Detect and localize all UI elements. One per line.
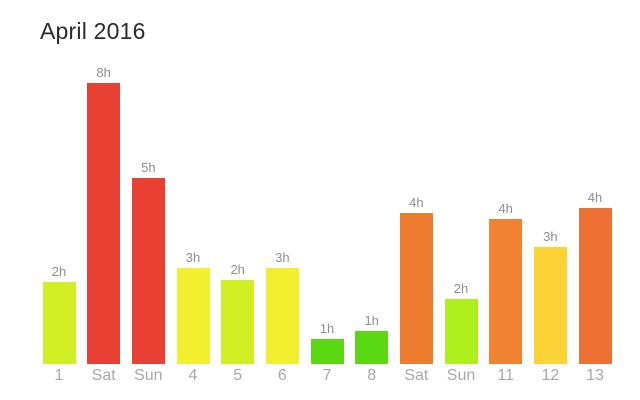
bar[interactable] — [265, 268, 299, 364]
bar[interactable] — [578, 208, 612, 364]
bar-value-label: 8h — [96, 65, 111, 80]
bar[interactable] — [355, 331, 389, 364]
bar[interactable] — [221, 280, 255, 364]
bar-group: 2h 1 — [42, 264, 76, 384]
bar[interactable] — [489, 219, 523, 364]
bar-value-label: 2h — [453, 281, 469, 296]
x-axis-label: 5 — [233, 367, 243, 384]
bar[interactable] — [87, 83, 121, 364]
x-axis-label: 12 — [541, 367, 560, 384]
x-axis-label: 1 — [54, 367, 64, 384]
bar[interactable] — [444, 299, 478, 364]
bar-group: 8h Sat — [87, 65, 121, 384]
bar-value-label: 4h — [498, 201, 513, 216]
x-axis-label: Sun — [446, 367, 476, 384]
bar-value-label: 3h — [275, 250, 290, 265]
x-axis-label: 6 — [277, 367, 287, 384]
bar[interactable] — [176, 268, 210, 364]
x-axis-label: 13 — [586, 367, 604, 384]
bar-value-label: 5h — [141, 160, 156, 175]
bar[interactable] — [533, 247, 567, 364]
bar-group: 4h 11 — [489, 201, 523, 384]
x-axis-label: Sun — [134, 367, 163, 384]
bar-group: 4h Sat — [399, 195, 433, 384]
bar-value-label: 4h — [587, 190, 603, 205]
bar[interactable] — [399, 213, 433, 364]
bar-value-label: 2h — [230, 262, 245, 277]
bar-group: 2h Sun — [444, 281, 478, 384]
chart-title: April 2016 — [40, 18, 146, 44]
x-axis-label: Sat — [404, 367, 429, 384]
bar-group: 3h 4 — [176, 250, 210, 384]
bar[interactable] — [42, 282, 76, 364]
x-axis-label: 4 — [188, 367, 198, 384]
bar-value-label: 4h — [409, 195, 424, 210]
bar-group: 2h 5 — [221, 262, 255, 384]
bar-value-label: 2h — [51, 264, 67, 279]
bar-value-label: 1h — [319, 321, 335, 336]
x-axis-label: 11 — [497, 367, 514, 384]
plot-area: 2h 1 8h Sat 5h Sun 3h 4 2h 5 3h 6 1h 7 1h 8 4h Sat 2h Sun 4h… — [42, 65, 612, 384]
x-axis-label: Sat — [91, 367, 116, 384]
bar-value-label: 1h — [364, 313, 379, 328]
bar[interactable] — [131, 178, 165, 364]
bar-group: 1h 8 — [355, 313, 389, 384]
bar-group: 1h 7 — [310, 321, 344, 384]
x-axis-label: 7 — [322, 367, 332, 384]
bar-value-label: 3h — [543, 229, 558, 244]
bar-value-label: 3h — [185, 250, 201, 265]
x-axis-label: 8 — [367, 367, 377, 384]
bar-group: 4h 13 — [578, 190, 612, 384]
bar-group: 5h Sun — [131, 160, 165, 384]
bar-group: 3h 12 — [533, 229, 567, 384]
bar[interactable] — [310, 339, 344, 364]
bar-group: 3h 6 — [265, 250, 299, 384]
